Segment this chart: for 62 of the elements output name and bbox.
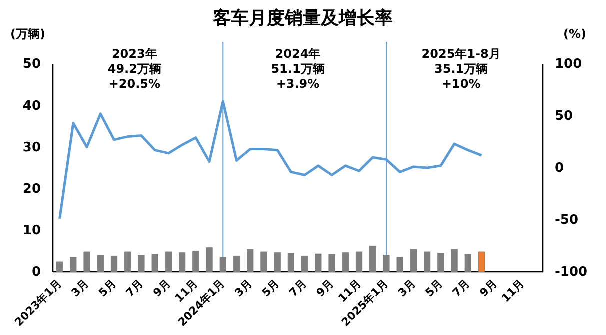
- bar: [260, 252, 268, 272]
- x-tick-label: 3月: [69, 277, 92, 300]
- bar: [478, 252, 486, 272]
- bar: [328, 254, 336, 272]
- bar: [110, 256, 118, 272]
- x-tick-label: 7月: [124, 277, 146, 300]
- x-tick-label: 5月: [260, 277, 282, 300]
- y-tick-label: 20: [22, 182, 41, 197]
- bar: [288, 253, 295, 272]
- bar: [97, 255, 104, 272]
- bar: [342, 252, 349, 272]
- bar: [451, 249, 458, 272]
- y2-tick-label: -50: [555, 213, 578, 228]
- y2-tick-label: -100: [555, 265, 588, 280]
- y2-tick-label: 0: [555, 161, 564, 176]
- bar: [165, 252, 172, 272]
- x-tick-label: 3月: [396, 277, 418, 300]
- bar: [301, 256, 308, 272]
- bar: [356, 252, 363, 272]
- bar: [410, 249, 418, 272]
- bar: [370, 246, 376, 272]
- y-axis-title: (万辆): [10, 27, 46, 41]
- x-tick-label: 7月: [450, 277, 473, 300]
- y2-tick-label: 100: [555, 57, 582, 72]
- bar: [178, 252, 186, 272]
- bar: [383, 255, 390, 272]
- bar: [396, 257, 404, 272]
- x-tick-label: 5月: [96, 277, 119, 300]
- bar: [220, 257, 226, 272]
- bar: [464, 254, 472, 272]
- y-tick-label: 50: [22, 57, 41, 72]
- bar: [138, 255, 145, 272]
- bar: [315, 254, 322, 272]
- annotation: 2023年 49.2万辆 +20.5%: [108, 47, 162, 91]
- y-tick-label: 40: [22, 98, 41, 114]
- bar: [424, 252, 431, 272]
- bar: [247, 249, 254, 272]
- bar: [274, 252, 281, 272]
- annotation: 2024年 51.1万辆 +3.9%: [271, 47, 325, 91]
- bar: [438, 253, 444, 272]
- bar: [84, 252, 90, 272]
- bar: [206, 248, 213, 272]
- bar: [124, 252, 132, 272]
- annotation: 2025年1-8月 35.1万辆 +10%: [422, 47, 501, 91]
- y-tick-label: 30: [22, 140, 41, 156]
- y2-axis-title: (%): [564, 27, 586, 41]
- y2-tick-label: 50: [555, 109, 574, 124]
- chart-title: 客车月度销量及增长率: [212, 8, 393, 29]
- bar: [233, 256, 240, 272]
- bar: [152, 254, 158, 272]
- bar: [70, 257, 77, 272]
- x-tick-label: 3月: [232, 277, 255, 300]
- x-tick-label: 5月: [422, 277, 446, 300]
- x-tick-label: 11月: [499, 277, 528, 306]
- y-tick-label: 0: [32, 265, 41, 280]
- x-tick-label: 9月: [314, 277, 336, 300]
- y-tick-label: 10: [22, 224, 41, 239]
- bar: [192, 250, 200, 272]
- x-tick-label: 9月: [477, 277, 500, 300]
- x-tick-label: 9月: [150, 277, 174, 300]
- x-tick-label: 7月: [286, 277, 310, 300]
- bar: [56, 262, 64, 272]
